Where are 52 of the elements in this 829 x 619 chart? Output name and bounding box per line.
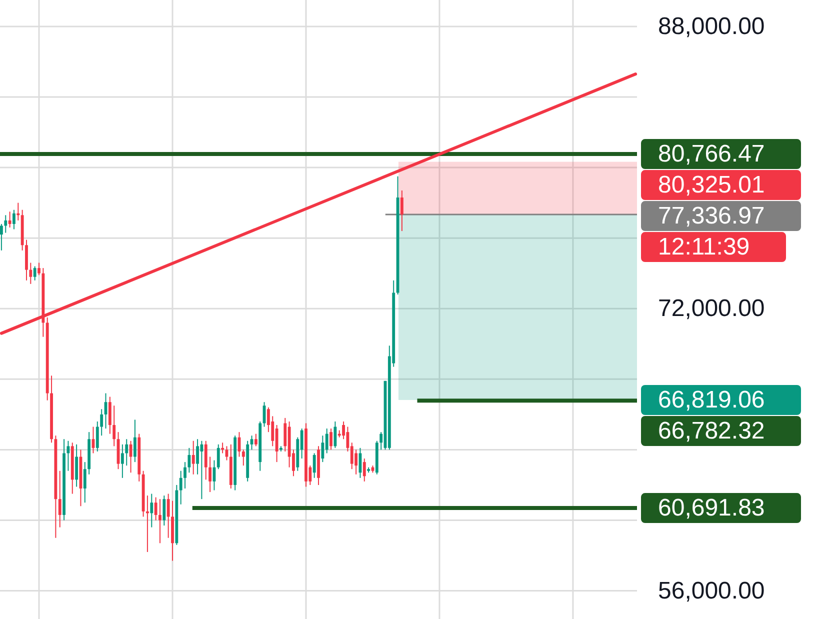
candlestick: [179, 470, 182, 505]
candlestick: [12, 209, 16, 230]
candlestick: [225, 446, 228, 461]
candlestick: [154, 496, 158, 521]
candlestick: [4, 214, 8, 234]
candlestick: [58, 470, 62, 528]
candlestick: [321, 435, 324, 463]
y-tick-label: 72,000.00: [658, 295, 765, 322]
candlestick: [362, 458, 366, 482]
candlestick: [120, 444, 124, 478]
candlestick: [166, 493, 170, 538]
band-label: 80,325.01: [658, 172, 765, 199]
ref-line-label: 66,782.32: [658, 417, 765, 444]
candlestick: [150, 493, 154, 528]
candlestick: [254, 433, 258, 447]
candlestick: [400, 190, 404, 232]
candlestick: [334, 420, 337, 448]
ref-line-label: 80,766.47: [658, 140, 765, 168]
candlestick: [0, 223, 3, 251]
candlestick: [188, 447, 191, 474]
candlestick: [184, 462, 186, 489]
candlestick: [75, 444, 78, 488]
candlestick: [312, 452, 316, 478]
text: 12:11:39: [658, 234, 750, 261]
candlestick: [158, 498, 162, 544]
band-label: 66,819.06: [658, 386, 765, 414]
candlestick: [192, 440, 195, 475]
candlestick: [204, 440, 208, 480]
candlestick: [66, 440, 70, 472]
candlestick: [162, 495, 166, 526]
candlestick: [108, 396, 112, 434]
candlestick: [96, 420, 99, 452]
ref-line-label: 60,691.83: [658, 494, 765, 522]
candlestick: [354, 449, 358, 475]
candlestick: [33, 266, 36, 281]
ref-line-label: 77,336.97: [658, 202, 765, 230]
candlestick: [196, 438, 199, 475]
candlestick: [29, 262, 32, 284]
candlestick: [208, 456, 212, 493]
candlestick: [125, 438, 128, 466]
candlestick: [200, 440, 204, 500]
candlestick: [8, 211, 12, 228]
candlestick: [133, 419, 136, 463]
candlestick: [242, 449, 245, 466]
candlestick: [100, 408, 104, 436]
y-tick-label: 56,000.00: [658, 577, 765, 604]
candlestick: [112, 405, 116, 447]
candlestick: [330, 428, 332, 450]
y-tick-label: 88,000.00: [658, 12, 765, 40]
candlestick: [83, 462, 86, 504]
candlestick: [216, 444, 220, 470]
candlestick: [38, 262, 40, 276]
